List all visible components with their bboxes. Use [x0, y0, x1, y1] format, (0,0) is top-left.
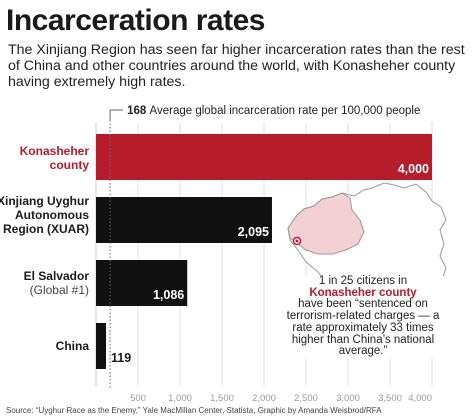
- x-tick-labels: 500 1,000 1,500 2,000 2,500 3,000 3,500 4,000: [130, 393, 432, 404]
- source-note: Source: “Uyghur Race as the Enemy,” Yale…: [6, 406, 382, 415]
- x-tick-7: 4,000: [408, 393, 432, 404]
- x-tick-4: 2,500: [294, 393, 318, 404]
- annotation-highlight: Konasheher county: [309, 286, 417, 299]
- x-tick-2: 1,500: [210, 393, 234, 404]
- annotation: 1 in 25 citizens in Konasheher county ha…: [278, 275, 448, 358]
- value-label-1: 2,095: [238, 225, 269, 239]
- konasheher-marker-dot: [295, 239, 299, 243]
- value-label-3: 119: [111, 351, 131, 365]
- x-tick-5: 3,000: [336, 393, 360, 404]
- bar-1: [96, 197, 272, 243]
- x-tick-3: 2,000: [252, 393, 276, 404]
- category-label-3: China: [56, 339, 90, 353]
- bars: 4,000 2,095 1,086 119: [96, 134, 432, 369]
- value-label-0: 4,000: [398, 162, 429, 176]
- bar-2: [96, 260, 188, 306]
- chart-title: Incarceration rates: [6, 4, 265, 37]
- category-label-2: El Salvador (Global #1): [24, 269, 90, 297]
- category-labels: Konasheher county Xinjiang Uyghur Autonomou…: [0, 144, 89, 353]
- category-label-0: Konasheher county: [20, 144, 90, 172]
- reference-label: 168 Average global incarceration rate pe…: [127, 105, 420, 117]
- bar-0: [96, 134, 432, 180]
- reference-line-group: 168 Average global incarceration rate pe…: [109, 105, 420, 388]
- annotation-line1: 1 in 25 citizens in: [318, 275, 408, 287]
- annotation-rest: have been “sentenced on terrorism-relate…: [286, 298, 440, 358]
- bar-3: [96, 323, 106, 369]
- chart-subtitle: The Xinjiang Region has seen far higher …: [8, 42, 465, 90]
- category-label-1: Xinjiang Uyghur Autonomous Region (XUAR): [0, 194, 89, 236]
- x-tick-0: 500: [130, 393, 146, 404]
- x-tick-6: 3,500: [378, 393, 402, 404]
- value-label-2: 1,086: [153, 288, 184, 302]
- x-tick-1: 1,000: [168, 393, 192, 404]
